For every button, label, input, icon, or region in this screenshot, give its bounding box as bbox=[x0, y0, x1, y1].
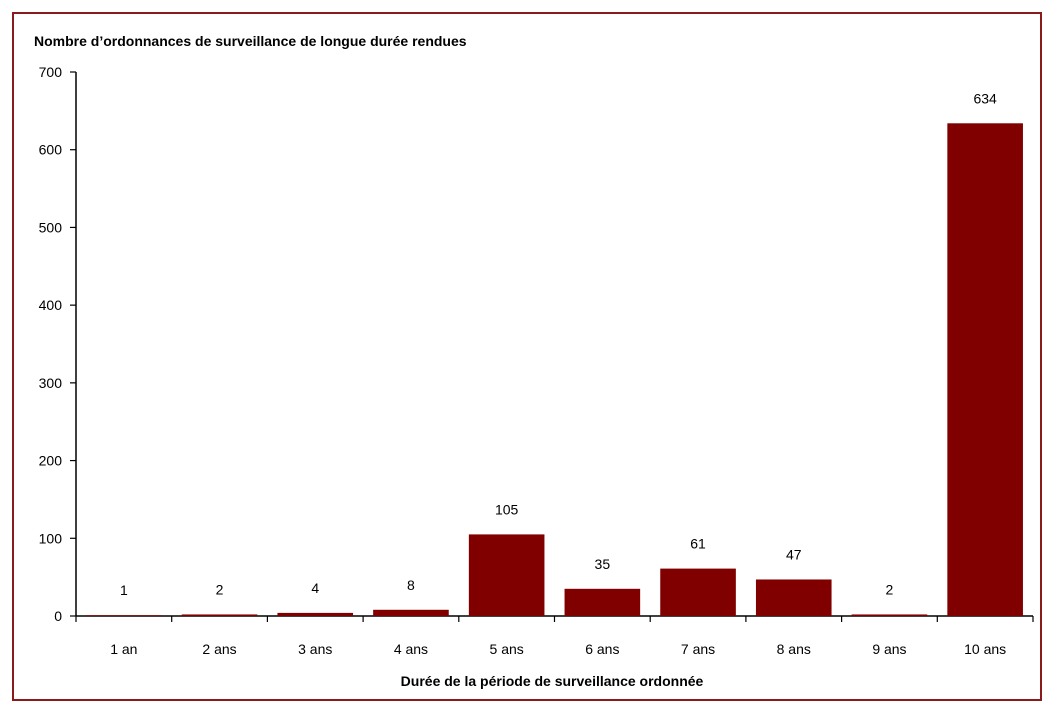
data-label: 105 bbox=[495, 501, 519, 517]
y-tick-label: 0 bbox=[54, 608, 62, 624]
bar bbox=[277, 612, 354, 616]
x-tick-label: 7 ans bbox=[681, 641, 715, 657]
x-tick-label: 1 an bbox=[110, 641, 137, 657]
x-axis-label: Durée de la période de surveillance ordo… bbox=[401, 673, 704, 689]
data-label: 2 bbox=[886, 581, 894, 597]
bar bbox=[755, 579, 832, 616]
y-tick-label: 300 bbox=[39, 375, 63, 391]
bar bbox=[373, 609, 449, 616]
y-tick-label: 700 bbox=[39, 64, 63, 80]
bar bbox=[564, 588, 641, 616]
data-label: 47 bbox=[786, 546, 802, 562]
bar bbox=[947, 123, 1023, 616]
x-tick-label: 8 ans bbox=[777, 641, 811, 657]
data-label: 61 bbox=[690, 536, 706, 552]
y-tick-label: 600 bbox=[39, 142, 63, 158]
y-axis: 0 100 200 300 400 500 600 700 bbox=[39, 64, 77, 624]
y-tick-label: 100 bbox=[39, 530, 63, 546]
y-tick-label: 200 bbox=[39, 453, 63, 469]
y-tick-label: 500 bbox=[39, 219, 63, 235]
x-tick-label: 9 ans bbox=[872, 641, 906, 657]
bar bbox=[181, 614, 258, 616]
y-tick-label: 400 bbox=[39, 297, 63, 313]
data-label: 35 bbox=[595, 556, 611, 572]
data-label: 634 bbox=[973, 90, 997, 106]
bar bbox=[851, 614, 928, 616]
x-tick-label: 2 ans bbox=[202, 641, 236, 657]
bars: 1 2 4 8 105 35 61 47 2 634 bbox=[86, 90, 1023, 616]
data-label: 1 bbox=[120, 582, 128, 598]
bar bbox=[86, 615, 162, 616]
x-axis: 1 an 2 ans 3 ans 4 ans 5 ans 6 ans 7 ans 8 ans 9… bbox=[75, 615, 1034, 657]
x-tick-label: 6 ans bbox=[585, 641, 619, 657]
x-tick-label: 5 ans bbox=[490, 641, 524, 657]
bar bbox=[660, 568, 736, 616]
data-label: 2 bbox=[216, 581, 224, 597]
x-tick-label: 10 ans bbox=[964, 641, 1006, 657]
x-tick-label: 4 ans bbox=[394, 641, 428, 657]
bar bbox=[468, 534, 545, 616]
data-label: 8 bbox=[407, 577, 415, 593]
data-label: 4 bbox=[311, 580, 319, 596]
x-tick-label: 3 ans bbox=[298, 641, 332, 657]
chart-title: Nombre d’ordonnances de surveillance de … bbox=[34, 33, 467, 49]
